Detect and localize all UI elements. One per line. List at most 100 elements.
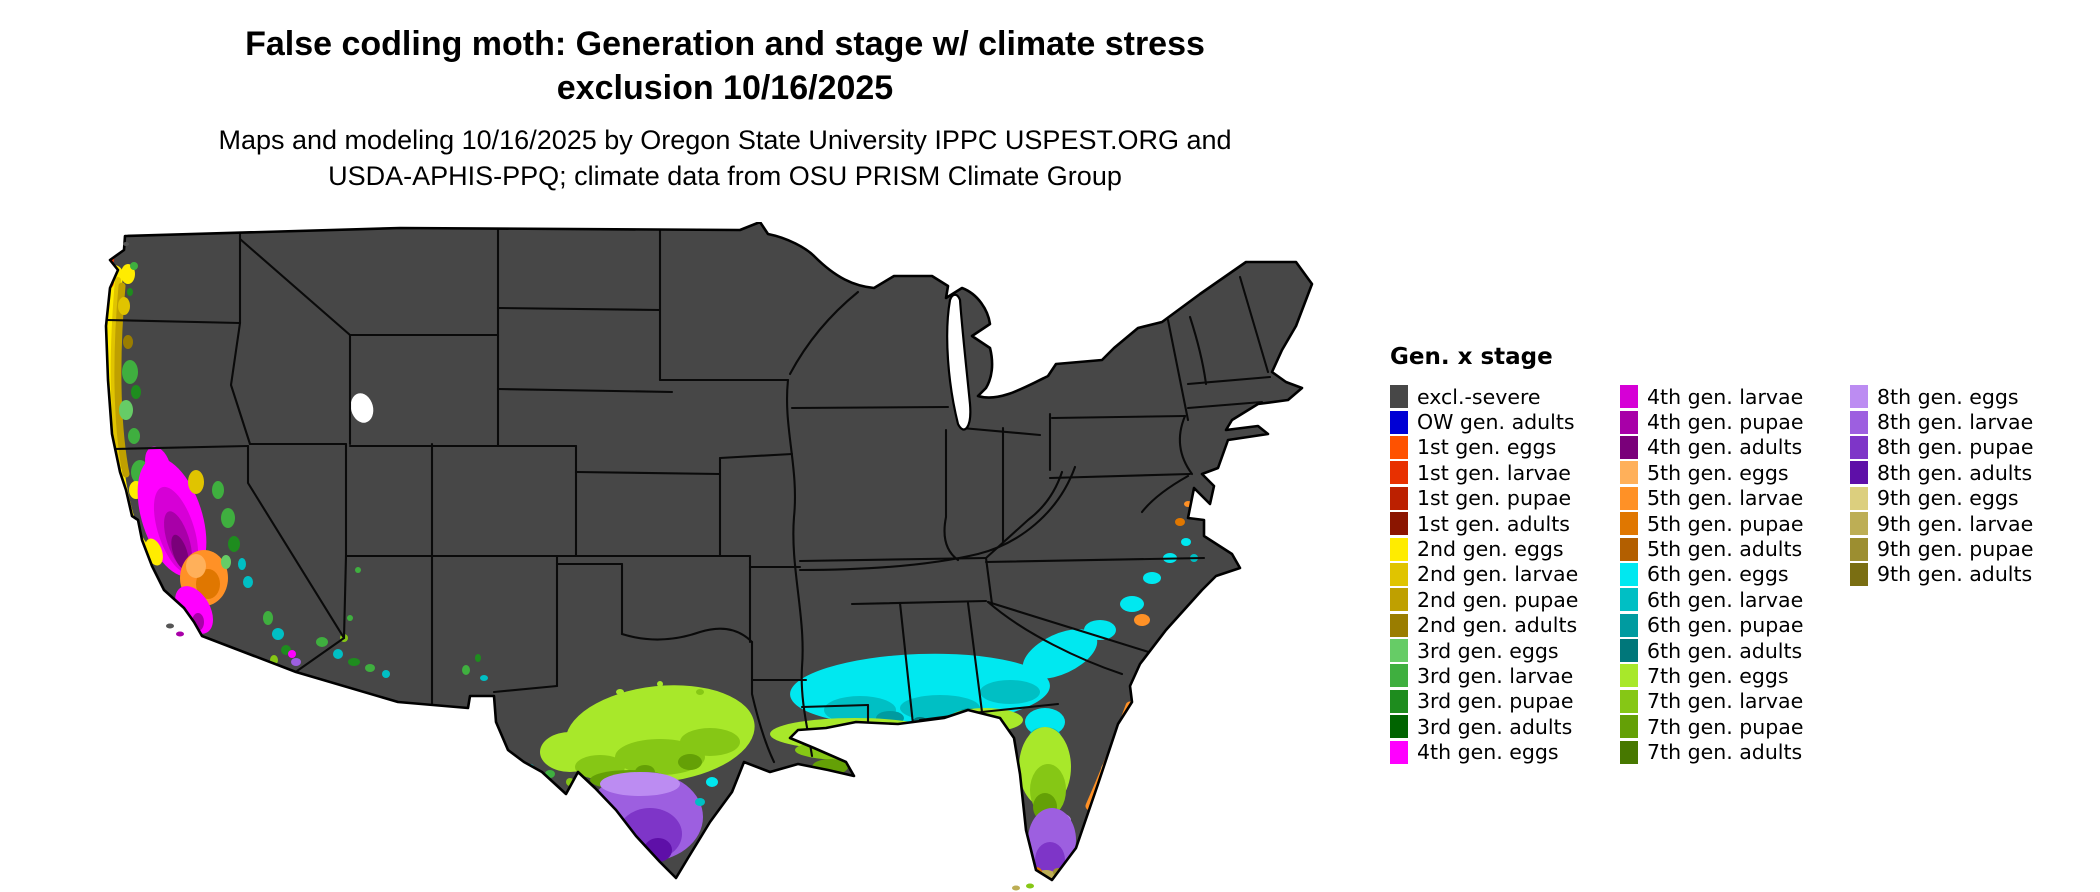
legend-swatch [1390,435,1408,459]
legend-swatch [1390,537,1408,561]
legend-item: 7th gen. pupae [1620,714,1826,739]
legend-item-label: 9th gen. pupae [1877,537,2034,562]
legend-item-label: 2nd gen. pupae [1417,587,1579,612]
legend-item-label: 8th gen. eggs [1877,384,2019,409]
legend-item-label: 2nd gen. larvae [1417,562,1579,587]
legend-swatch [1620,689,1638,713]
legend-item: 9th gen. eggs [1850,486,2056,511]
legend-item-label: 1st gen. eggs [1417,435,1557,460]
legend-swatch [1620,461,1638,485]
legend-item: 4th gen. larvae [1620,384,1826,409]
legend-item: 7th gen. eggs [1620,663,1826,688]
legend-item: 1st gen. larvae [1390,460,1596,485]
legend-column: excl.-severe OW gen. adults 1st gen. eggs 1… [1390,384,1596,765]
legend-item-label: 4th gen. eggs [1417,740,1559,765]
legend-item: 8th gen. larvae [1850,409,2056,434]
legend-item: 1st gen. eggs [1390,435,1596,460]
legend-column: 8th gen. eggs 8th gen. larvae 8th gen. pup… [1850,384,2056,765]
legend-item: 1st gen. adults [1390,511,1596,536]
legend-item: 7th gen. adults [1620,739,1826,764]
legend-swatch [1620,385,1638,409]
legend-swatch [1850,435,1868,459]
legend-item: 6th gen. larvae [1620,587,1826,612]
legend-item: 3rd gen. larvae [1390,663,1596,688]
legend-item: 5th gen. eggs [1620,460,1826,485]
legend-item: 8th gen. eggs [1850,384,2056,409]
lake-michigan [946,293,972,431]
legend-item-label: 8th gen. larvae [1877,410,2034,435]
legend-item-label: 1st gen. adults [1417,511,1570,536]
state-borders [106,225,1272,764]
legend-item: 9th gen. adults [1850,562,2056,587]
legend-swatch [1390,385,1408,409]
legend-swatch [1850,486,1868,510]
legend-item-label: 7th gen. eggs [1647,663,1789,688]
legend-swatch [1390,664,1408,688]
legend-title: Gen. x stage [1390,344,1553,370]
legend-swatch [1620,562,1638,586]
legend-item: OW gen. adults [1390,409,1596,434]
legend-item-label: 5th gen. eggs [1647,460,1789,485]
legend-swatch [1620,715,1638,739]
legend-item-label: 7th gen. adults [1647,740,1803,765]
legend-item-label: 3rd gen. eggs [1417,638,1559,663]
legend-swatch [1620,740,1638,764]
legend-item-label: 8th gen. adults [1877,460,2033,485]
legend-swatch [1390,715,1408,739]
legend-item: excl.-severe [1390,384,1596,409]
legend-swatch [1620,435,1638,459]
legend-swatch [1620,410,1638,434]
legend-item: 3rd gen. pupae [1390,689,1596,714]
legend-item-label: 6th gen. eggs [1647,562,1789,587]
legend-item-label: 9th gen. adults [1877,562,2033,587]
legend-swatch [1850,537,1868,561]
legend-item: 5th gen. adults [1620,536,1826,561]
legend-item: 9th gen. pupae [1850,536,2056,561]
legend-swatch [1390,486,1408,510]
legend-swatch [1850,461,1868,485]
legend-item-label: 1st gen. pupae [1417,486,1572,511]
legend-item: 1st gen. pupae [1390,486,1596,511]
legend-item-label: 3rd gen. larvae [1417,663,1574,688]
page-subtitle-line2: USDA-APHIS-PPQ; climate data from OSU PR… [328,161,1122,191]
legend-item: 2nd gen. adults [1390,613,1596,638]
legend-item: 7th gen. larvae [1620,689,1826,714]
legend-item: 6th gen. pupae [1620,613,1826,638]
legend-swatch [1390,512,1408,536]
legend-item: 2nd gen. eggs [1390,536,1596,561]
map-container [100,222,1345,892]
legend-item-label: 4th gen. adults [1647,435,1803,460]
legend-item: 5th gen. pupae [1620,511,1826,536]
page-subtitle: Maps and modeling 10/16/2025 by Oregon S… [0,122,1450,194]
header: False codling moth: Generation and stage… [0,22,1450,194]
legend-item-label: 3rd gen. pupae [1417,689,1574,714]
legend-swatch [1390,410,1408,434]
legend-column: 4th gen. larvae 4th gen. pupae 4th gen. ad… [1620,384,1826,765]
legend-swatch [1390,588,1408,612]
legend-swatch [1620,486,1638,510]
page-title-line1: False codling moth: Generation and stage… [245,25,1205,63]
legend-item: 6th gen. adults [1620,638,1826,663]
legend-item-label: 4th gen. larvae [1647,384,1804,409]
legend-swatch [1390,689,1408,713]
legend-swatch [1850,385,1868,409]
us-distribution-map [104,222,1314,891]
page-title-line2: exclusion 10/16/2025 [556,69,894,107]
legend-swatch [1390,461,1408,485]
legend-item-label: 5th gen. larvae [1647,486,1804,511]
legend-item-label: 6th gen. pupae [1647,613,1804,638]
legend-item-label: 5th gen. adults [1647,537,1803,562]
legend-item: 8th gen. pupae [1850,435,2056,460]
legend-item: 5th gen. larvae [1620,486,1826,511]
legend-item-label: 7th gen. larvae [1647,689,1804,714]
legend-swatch [1850,512,1868,536]
page-subtitle-line1: Maps and modeling 10/16/2025 by Oregon S… [218,125,1232,155]
legend-item: 4th gen. adults [1620,435,1826,460]
legend-item-label: 5th gen. pupae [1647,511,1804,536]
legend-item-label: 4th gen. pupae [1647,410,1804,435]
legend-swatch [1620,664,1638,688]
islands [123,242,1034,891]
legend-swatch [1620,537,1638,561]
legend-item-label: 2nd gen. eggs [1417,537,1564,562]
legend-item: 4th gen. pupae [1620,409,1826,434]
